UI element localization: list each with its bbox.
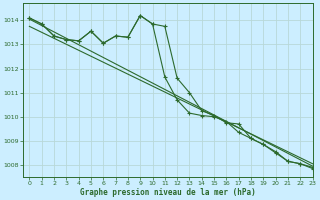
X-axis label: Graphe pression niveau de la mer (hPa): Graphe pression niveau de la mer (hPa) xyxy=(80,188,256,197)
